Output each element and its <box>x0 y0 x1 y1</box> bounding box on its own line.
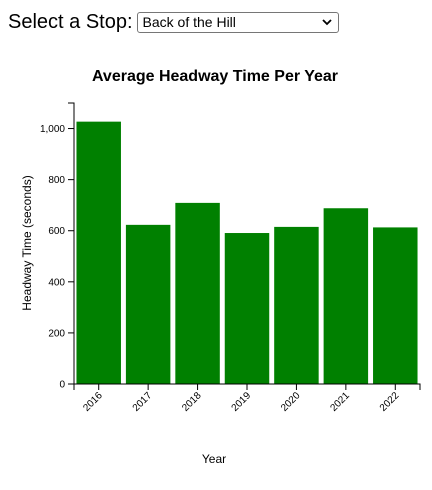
x-tick-label: 2022 <box>378 390 402 414</box>
y-axis-line <box>68 102 75 385</box>
x-tick-label: 2016 <box>81 390 105 414</box>
bar-2020 <box>274 226 319 384</box>
bar-2018 <box>175 202 220 384</box>
bars-group <box>76 121 418 384</box>
stop-select-value: Back of the Hill <box>142 13 236 30</box>
stop-selector-label: Select a Stop: <box>8 11 133 33</box>
chevron-down-icon <box>321 18 332 25</box>
x-tick-label: 2017 <box>131 390 155 414</box>
x-tick-label: 2019 <box>230 390 254 414</box>
y-tick-label: 400 <box>48 277 65 288</box>
bar-2017 <box>125 224 171 384</box>
bar-2016 <box>76 121 121 384</box>
stop-select-dropdown[interactable]: Back of the Hill <box>136 11 339 33</box>
y-tick-label: 600 <box>48 226 65 237</box>
chart-title: Average Headway Time Per Year <box>92 68 338 85</box>
bar-2022 <box>373 227 418 384</box>
x-axis-label: Year <box>202 452 226 466</box>
y-axis-label: Headway Time (seconds) <box>20 175 34 310</box>
y-axis: 0 200 400 600 800 1,000 <box>40 102 75 391</box>
x-tick-label: 2021 <box>328 390 352 414</box>
y-tick-label: 1,000 <box>40 124 65 135</box>
x-axis: 2016 2017 2018 2019 2020 2021 2022 <box>73 383 421 414</box>
stop-selector-row: Select a Stop: Back of the Hill <box>8 10 339 34</box>
y-tick-label: 200 <box>48 328 65 339</box>
bar-2021 <box>323 208 369 384</box>
x-tick-label: 2018 <box>180 390 204 414</box>
bar-2019 <box>224 233 270 384</box>
y-tick-label: 800 <box>48 175 65 186</box>
y-tick-label: 0 <box>59 380 65 391</box>
x-tick-label: 2020 <box>279 390 303 414</box>
